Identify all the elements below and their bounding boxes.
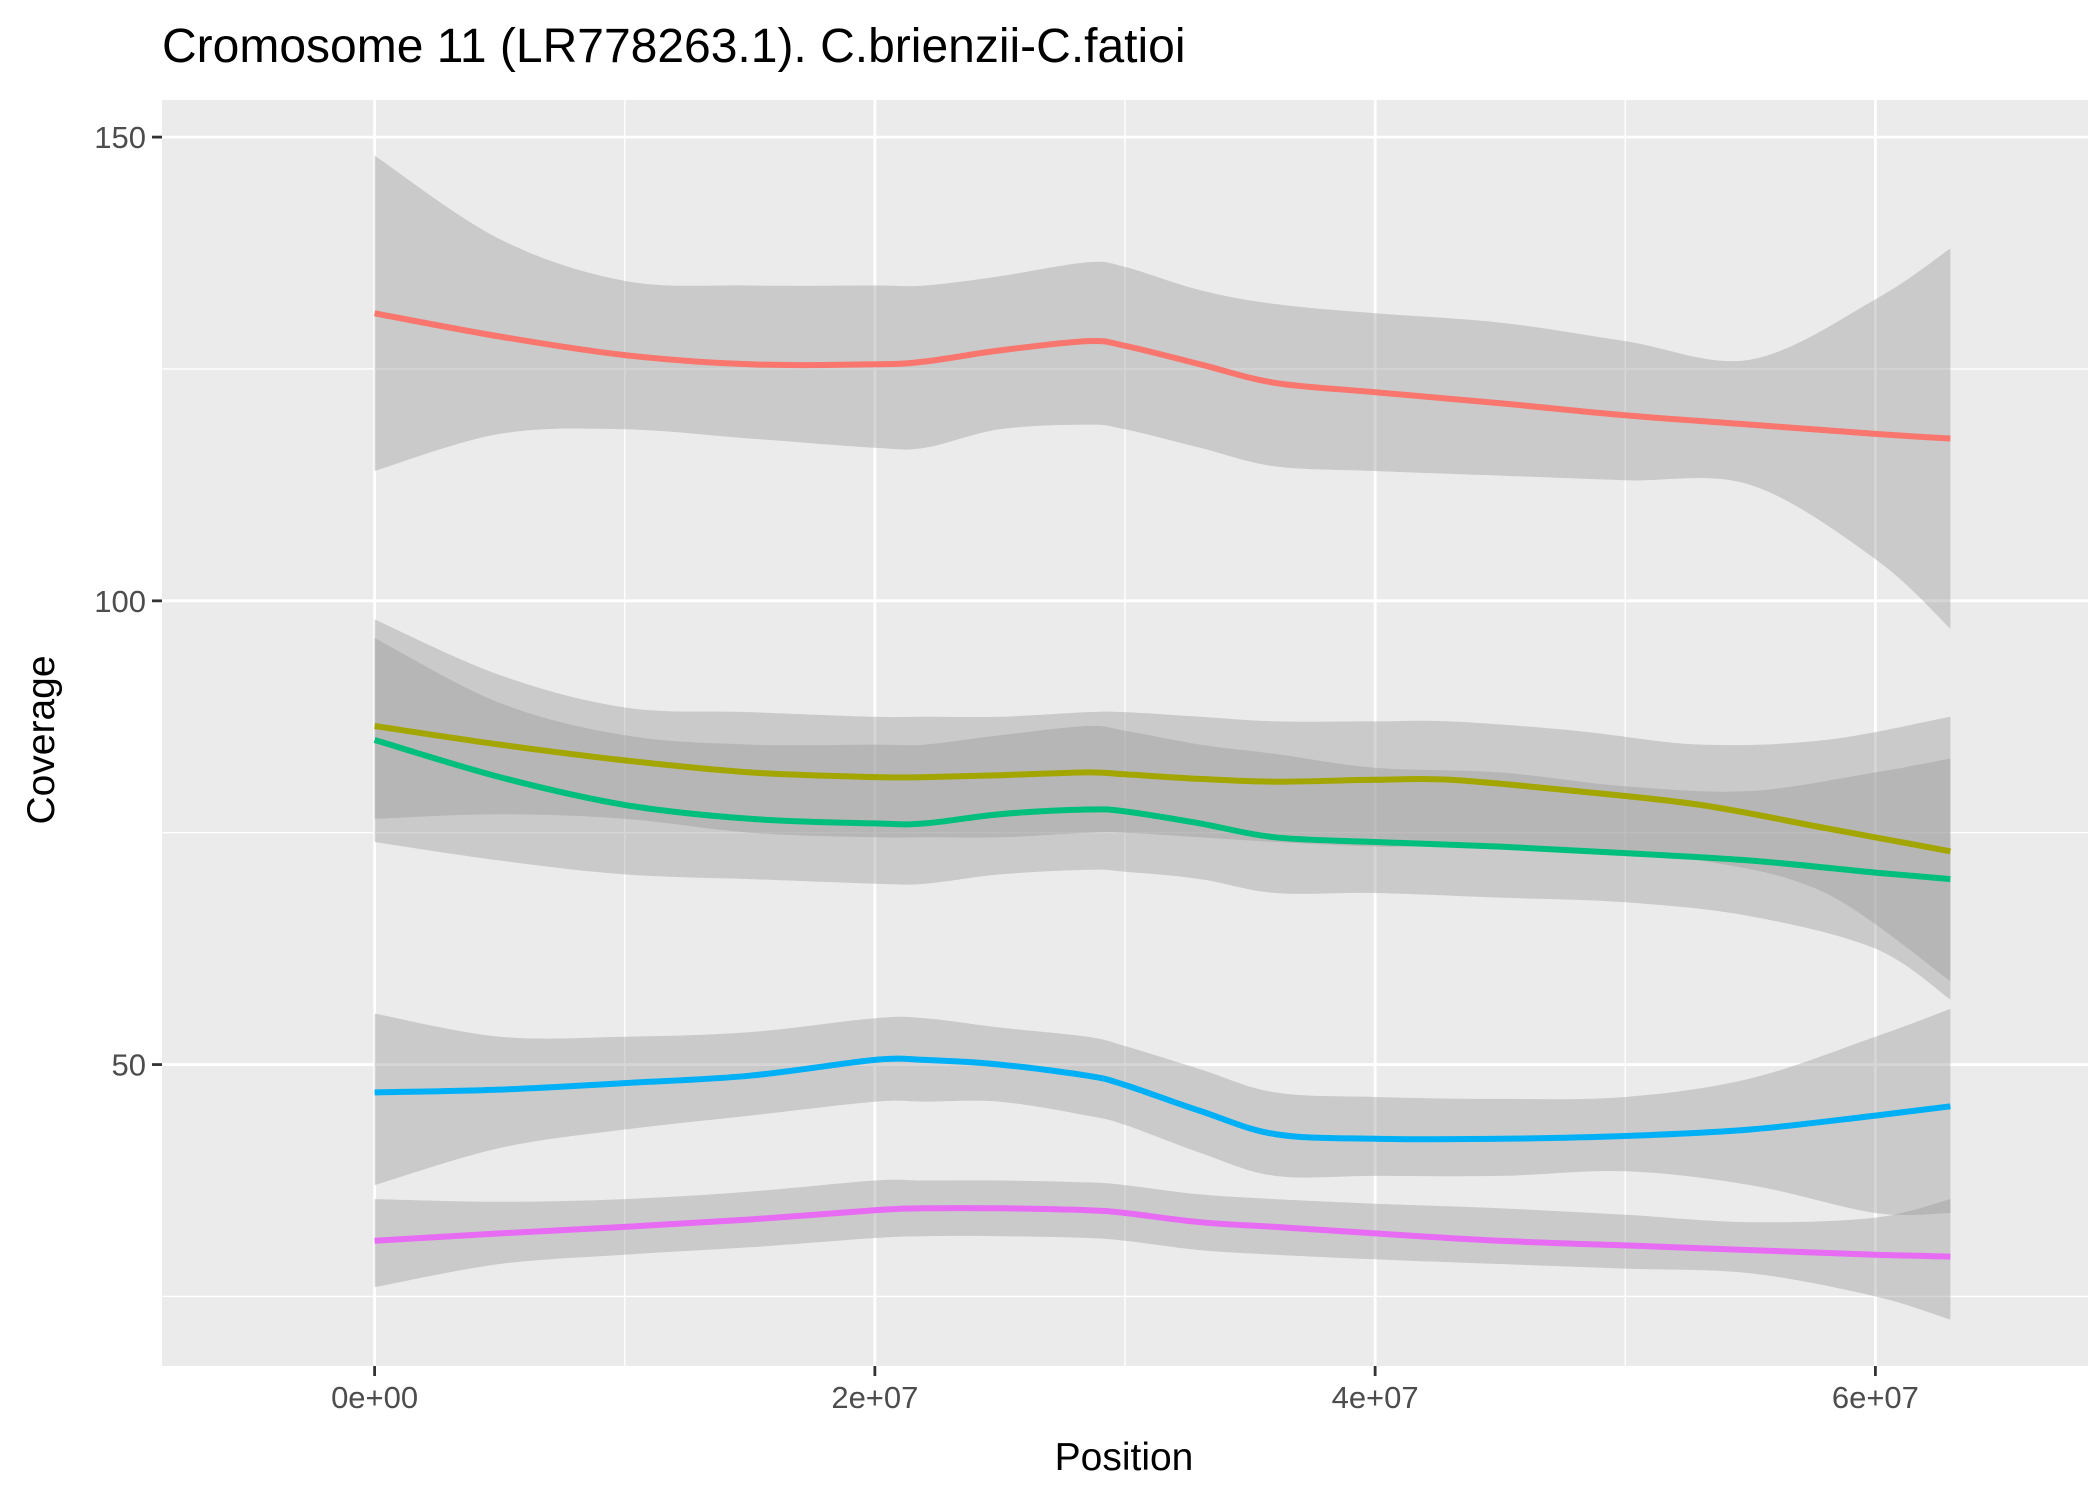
confidence-ribbon-4 — [374, 1008, 1951, 1216]
x-tick-label: 6e+07 — [1832, 1380, 1919, 1415]
x-tick-label: 4e+07 — [1332, 1380, 1419, 1415]
major-gridlines — [162, 100, 2088, 1366]
series-line-5 — [374, 1205, 1951, 1260]
y-axis-title: Coverage — [20, 655, 63, 824]
series-line-3 — [373, 737, 1951, 883]
confidence-ribbon-2 — [374, 619, 1951, 982]
y-tick-label: 50 — [112, 1048, 146, 1083]
x-axis-title: Position — [1055, 1436, 1194, 1479]
confidence-ribbon-5 — [374, 1179, 1951, 1320]
y-axis: 50 100 150 — [94, 120, 162, 1083]
x-tick-label: 0e+00 — [331, 1380, 418, 1415]
x-tick-label: 2e+07 — [831, 1380, 918, 1415]
minor-gridlines — [162, 100, 2088, 1366]
smoothed-lines — [373, 310, 1951, 1260]
y-tick-label: 100 — [94, 584, 146, 619]
series-line-4 — [374, 1055, 1951, 1143]
series-line-1 — [374, 310, 1951, 442]
y-tick-label: 150 — [94, 120, 146, 155]
series-line-2 — [374, 723, 1951, 855]
confidence-ribbon-1 — [374, 155, 1951, 629]
chart-title: Cromosome 11 (LR778263.1). C.brienzii-C.… — [162, 20, 1186, 73]
x-axis: 0e+00 2e+07 4e+07 6e+07 — [331, 1366, 1919, 1415]
